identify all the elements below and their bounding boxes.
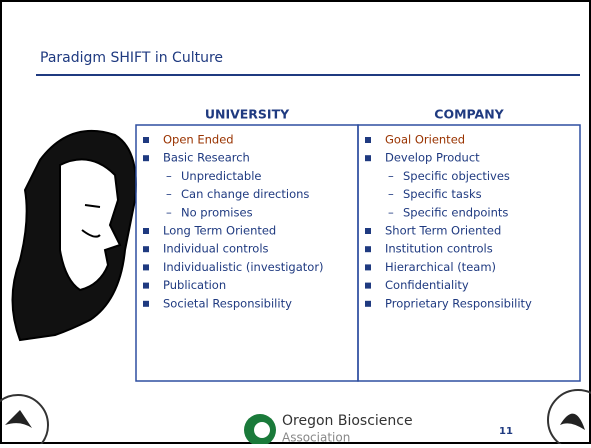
sub-item: Can change directions [181, 187, 309, 201]
list-item: Short Term Oriented [385, 224, 501, 238]
slide-title: Paradigm SHIFT in Culture [40, 50, 223, 66]
bullet [365, 228, 371, 234]
sub-item: Unpredictable [181, 169, 262, 183]
sub-dash: – [388, 205, 394, 219]
bullet [365, 137, 371, 143]
bullet [365, 282, 371, 289]
bullet [365, 155, 371, 162]
nih-seal [0, 394, 49, 448]
list-item: Institution controls [385, 242, 493, 256]
bullet [143, 137, 149, 143]
sub-item: Specific objectives [403, 169, 510, 183]
face-illustration [11, 129, 137, 342]
sub-dash: – [388, 169, 394, 183]
bullet [143, 246, 149, 253]
bullet [143, 300, 149, 307]
bullet [143, 155, 149, 162]
sub-item: Specific tasks [403, 187, 482, 201]
list-item: Long Term Oriented [163, 224, 276, 238]
list-item: Develop Product [385, 151, 480, 165]
list-item: Confidentiality [385, 278, 469, 292]
hhs-seal [547, 389, 591, 448]
oba-logo [244, 414, 276, 446]
column-heading: UNIVERSITY [205, 107, 290, 122]
list-item: Basic Research [163, 151, 250, 165]
list-item: Individual controls [163, 242, 269, 256]
column-heading: COMPANY [434, 107, 504, 122]
sub-item: No promises [181, 205, 253, 219]
list-item: Hierarchical (team) [385, 260, 496, 274]
column-box [357, 124, 581, 382]
sub-dash: – [166, 205, 172, 219]
sub-dash: – [166, 187, 172, 201]
org-name: Oregon Bioscience [282, 413, 413, 429]
list-item: Open Ended [163, 133, 234, 147]
sub-dash: – [166, 169, 172, 183]
list-item: Individualistic (investigator) [163, 260, 324, 274]
bullet [143, 228, 149, 234]
bullet [143, 282, 149, 289]
bullet [365, 300, 371, 307]
page-number: 11 [499, 426, 513, 437]
bullet [365, 246, 371, 253]
list-item: Societal Responsibility [163, 296, 292, 310]
sub-item: Specific endpoints [403, 205, 508, 219]
list-item: Publication [163, 278, 226, 292]
org-subname: Association [282, 431, 350, 445]
list-item: Goal Oriented [385, 133, 465, 147]
list-item: Proprietary Responsibility [385, 296, 532, 310]
bullet [143, 264, 149, 271]
bullet [365, 264, 371, 271]
sub-dash: – [388, 187, 394, 201]
